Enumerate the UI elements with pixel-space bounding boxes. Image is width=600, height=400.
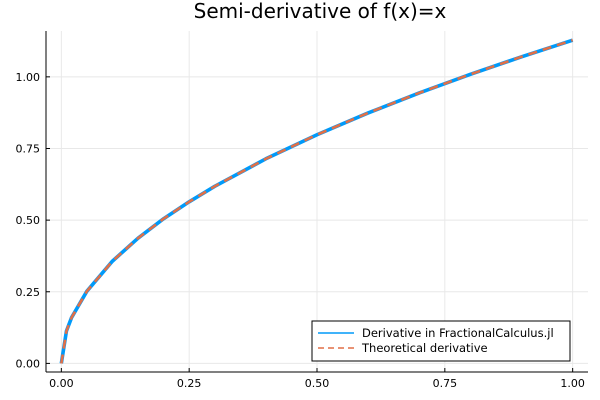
y-tick-label: 1.00 (16, 71, 41, 84)
grid (46, 31, 588, 372)
series-line-2 (60, 38, 574, 364)
y-tick-label: 0.75 (16, 142, 41, 155)
chart-title: Semi-derivative of f(x)=x (194, 0, 447, 23)
legend-label-2: Theoretical derivative (361, 341, 488, 355)
x-tick-label: 1.00 (560, 377, 585, 390)
y-tick-label: 0.50 (16, 214, 41, 227)
series-lines (59, 38, 574, 364)
x-tick-label: 0.00 (49, 377, 74, 390)
x-tick-label: 0.75 (433, 377, 458, 390)
axes (45, 31, 588, 373)
tick-labels: 0.00 0.25 0.50 0.75 1.00 0.00 0.25 0.50 0.75 1.00 (16, 71, 585, 390)
x-tick-label: 0.25 (177, 377, 202, 390)
x-tick-label: 0.50 (305, 377, 330, 390)
legend: Derivative in FractionalCalculus.jlTheor… (311, 320, 571, 362)
y-tick-label: 0.25 (16, 286, 41, 299)
legend-box (311, 320, 571, 362)
legend-label-1: Derivative in FractionalCalculus.jl (362, 326, 554, 340)
y-tick-label: 0.00 (16, 357, 41, 370)
